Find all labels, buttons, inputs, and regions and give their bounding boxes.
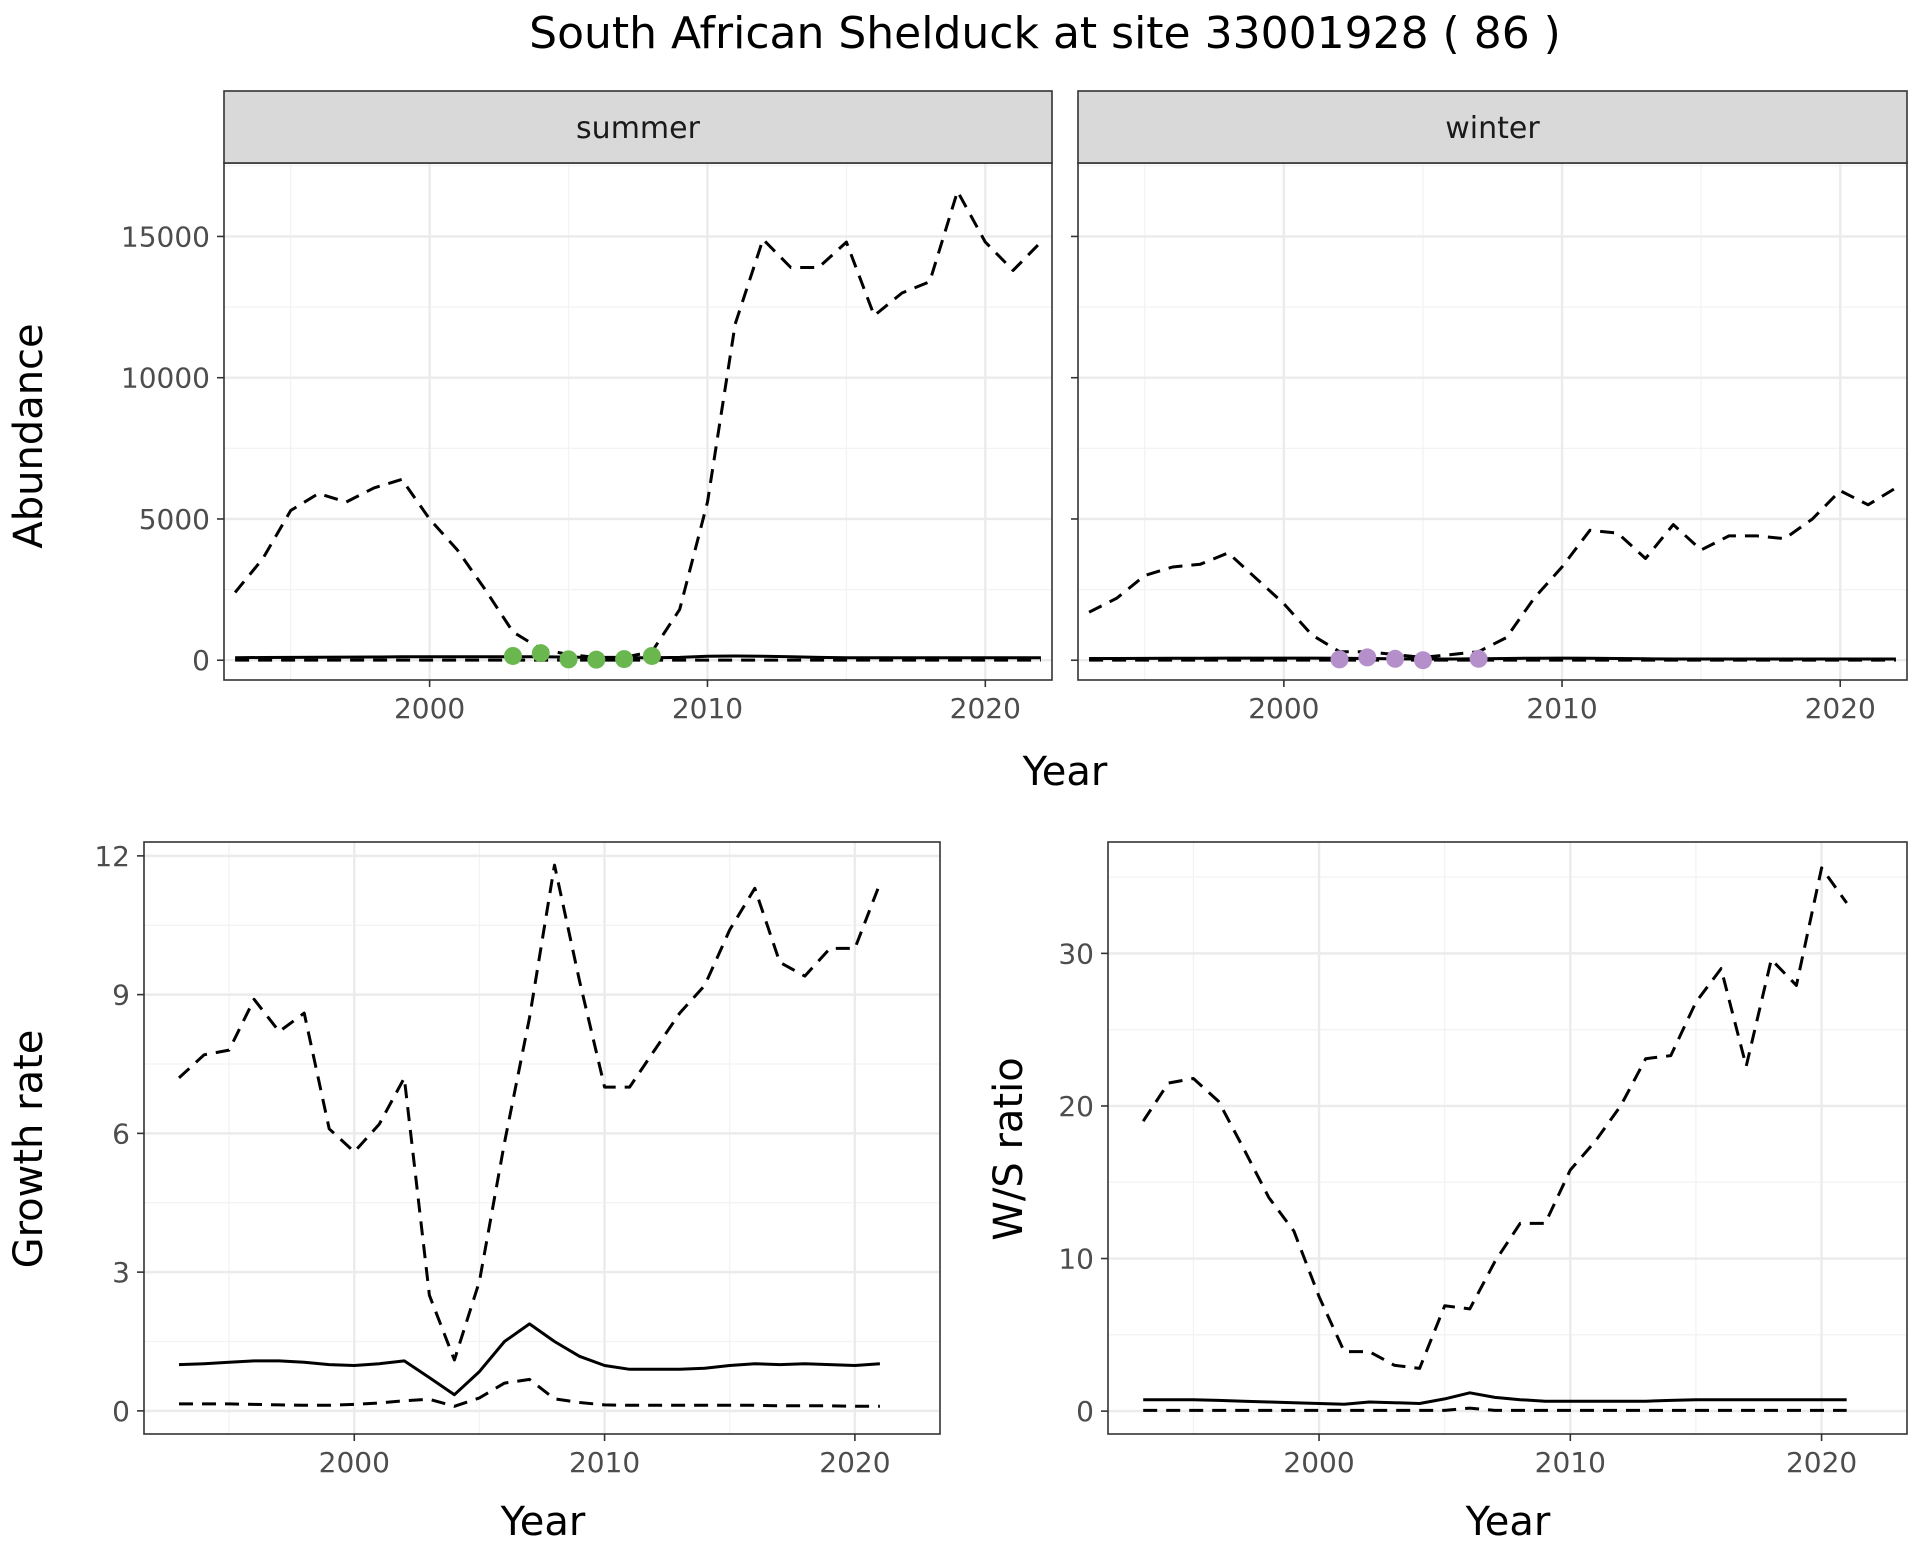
growth-y-axis-title: Growth rate: [6, 1030, 52, 1269]
abundance-panel-winter: 2000 2010 2020 winter: [1071, 90, 1908, 725]
y-tick-label: 10: [1058, 1243, 1094, 1276]
ratio-x-axis-title: Year: [1465, 1499, 1551, 1545]
series-line-bound-1: [177, 863, 882, 1362]
ws-ratio-panel: 2000 2010 2020 0 10 20 30: [1058, 841, 1908, 1479]
observed-count-point: [1330, 650, 1349, 669]
y-tick-label: 20: [1058, 1090, 1094, 1123]
facet-strip-label: summer: [576, 111, 701, 146]
series-line-bound-1: [233, 189, 1042, 659]
x-tick-label: 2020: [950, 692, 1021, 725]
observed-count-point: [531, 644, 550, 663]
panel-frame: [143, 841, 941, 1435]
y-tick-label: 0: [112, 1395, 130, 1428]
facet-strip: [223, 90, 1053, 164]
panel-frame: [1107, 841, 1908, 1435]
y-tick-label: 9: [112, 979, 130, 1012]
x-tick-label: 2000: [1283, 1446, 1354, 1479]
growth-rate-panel: 2000 2010 2020 0 3 6 9 12: [94, 840, 941, 1479]
ratio-y-axis-title: W/S ratio: [986, 1057, 1032, 1240]
y-tick-label: 30: [1058, 937, 1094, 970]
panel-frame: [1077, 162, 1908, 681]
abundance-x-axis-title: Year: [1022, 749, 1108, 795]
x-tick-label: 2000: [319, 1446, 390, 1479]
x-tick-label: 2010: [672, 692, 743, 725]
x-tick-label: 2010: [1526, 692, 1597, 725]
observed-count-point: [503, 646, 522, 665]
observed-count-point: [642, 646, 661, 665]
series-line-bound-1: [1141, 866, 1848, 1370]
abundance-y-axis-title: Abundance: [6, 323, 52, 548]
abundance-panel-summer: 2000 2010 2020 0 5000 10000 15000 summer: [121, 90, 1053, 725]
observed-count-point: [1469, 649, 1488, 668]
x-tick-label: 2020: [1805, 692, 1876, 725]
y-tick-label: 6: [112, 1117, 130, 1150]
x-tick-label: 2010: [1535, 1446, 1606, 1479]
x-tick-label: 2020: [819, 1446, 890, 1479]
series-line-bound-2: [179, 1377, 880, 1408]
panel-frame: [223, 162, 1053, 681]
x-tick-label: 2020: [1786, 1446, 1857, 1479]
growth-x-axis-title: Year: [500, 1499, 586, 1545]
observed-count-point: [559, 650, 578, 669]
series-line-estimate-0: [178, 1322, 881, 1397]
y-tick-label: 0: [1076, 1395, 1094, 1428]
facet-strip-label: winter: [1445, 111, 1540, 146]
y-tick-label: 5000: [139, 503, 210, 536]
facet-strip: [1077, 90, 1908, 164]
observed-count-point: [615, 650, 634, 669]
y-tick-label: 10000: [121, 362, 210, 395]
observed-count-point: [587, 650, 606, 669]
x-tick-label: 2010: [569, 1446, 640, 1479]
series-line-estimate-0: [1143, 1391, 1847, 1406]
y-tick-label: 3: [112, 1256, 130, 1289]
chart-title: South African Shelduck at site 33001928 …: [529, 8, 1561, 59]
observed-count-point: [1358, 648, 1377, 667]
series-line-estimate-0: [235, 654, 1041, 660]
series-line-bound-2: [1143, 1406, 1847, 1412]
y-tick-label: 12: [94, 840, 130, 873]
observed-count-point: [1413, 651, 1432, 670]
y-tick-label: 0: [192, 644, 210, 677]
x-tick-label: 2000: [1248, 692, 1319, 725]
observed-count-point: [1386, 649, 1405, 668]
series-line-bound-1: [1088, 486, 1897, 659]
y-tick-label: 15000: [121, 220, 210, 253]
x-tick-label: 2000: [394, 692, 465, 725]
